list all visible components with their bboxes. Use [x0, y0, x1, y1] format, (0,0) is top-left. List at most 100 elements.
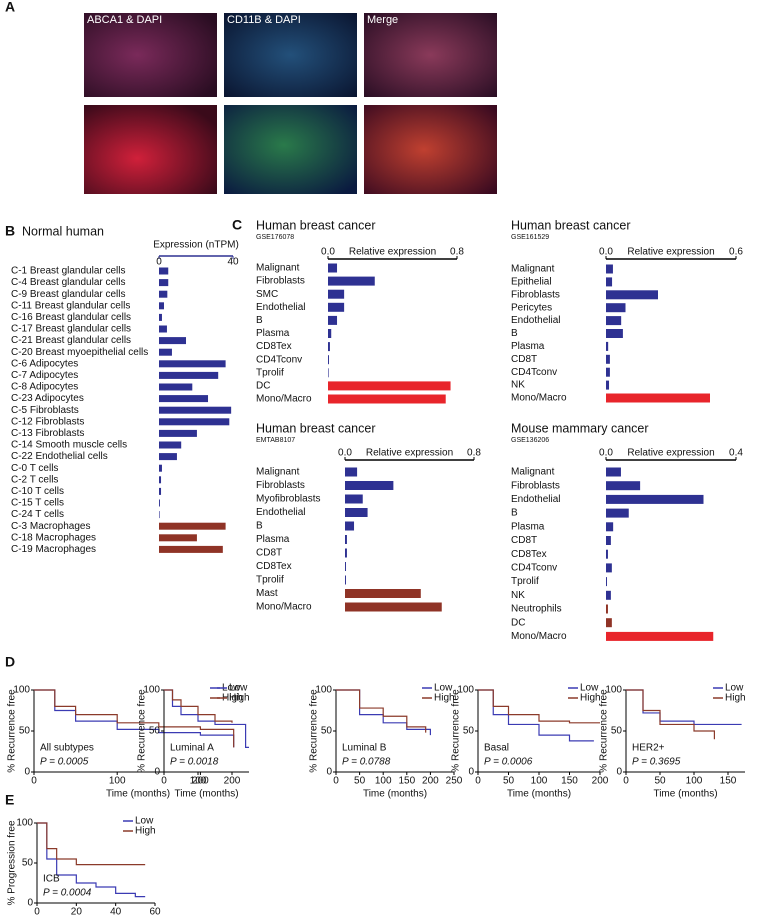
bar — [328, 289, 345, 299]
legend-label: Low — [222, 683, 241, 694]
category-label: B — [511, 508, 518, 519]
category-label: CD8T — [511, 354, 537, 365]
category-label: CD8Tex — [256, 341, 292, 352]
category-label: Myofibroblasts — [256, 494, 320, 505]
y-tick-label: 50 — [19, 726, 31, 737]
category-label: C-21 Breast glandular cells — [11, 335, 131, 346]
bar — [328, 394, 446, 404]
category-label: C-19 Macrophages — [11, 544, 96, 555]
bar — [328, 263, 338, 273]
subtype-label: All subtypes — [40, 743, 94, 754]
category-label: B — [511, 328, 518, 339]
panel-label: A — [5, 0, 15, 15]
bar — [159, 313, 162, 321]
y-tick-label: 50 — [611, 726, 623, 737]
y-axis-label: % Recurrence free — [7, 689, 18, 773]
bar — [606, 563, 612, 573]
x-tick-label: 0 — [475, 776, 481, 787]
x-tick-label: 200 — [224, 776, 241, 787]
bar — [606, 290, 658, 300]
x-tick-label: 250 — [446, 776, 463, 787]
bar — [159, 279, 169, 287]
bar — [159, 302, 164, 310]
x-tick-label: 0.0 — [321, 247, 335, 258]
category-label: C-16 Breast glandular cells — [11, 312, 131, 323]
y-tick-label: 100 — [457, 685, 474, 696]
bar — [159, 267, 169, 275]
x-tick-label: 0.8 — [450, 247, 464, 258]
bar — [345, 481, 394, 490]
bar — [159, 441, 182, 449]
bar — [606, 393, 710, 403]
chart-subtitle: GSE136206 — [511, 437, 549, 444]
p-value: P = 0.3695 — [632, 757, 681, 768]
bar — [159, 429, 197, 437]
bar — [345, 467, 358, 477]
bar — [159, 487, 162, 495]
bar — [159, 371, 219, 379]
bar — [606, 277, 613, 287]
x-tick-label: 0.0 — [338, 448, 352, 459]
y-tick-label: 0 — [326, 767, 332, 778]
legend-label: High — [434, 693, 455, 704]
category-label: B — [256, 521, 263, 532]
bar — [606, 577, 607, 587]
y-tick-label: 50 — [463, 726, 475, 737]
category-label: Mono/Macro — [256, 602, 312, 613]
y-tick-label: 0 — [154, 767, 160, 778]
category-label: DC — [511, 617, 525, 628]
y-tick-label: 0 — [24, 767, 30, 778]
category-label: Tprolif — [511, 576, 539, 587]
bar — [159, 476, 162, 484]
x-tick-label: 0 — [161, 776, 167, 787]
category-label: Fibroblasts — [511, 289, 560, 300]
y-tick-label: 100 — [315, 685, 332, 696]
category-label: Tprolif — [256, 367, 284, 378]
category-label: C-15 T cells — [11, 498, 64, 509]
subtype-label: Luminal A — [170, 743, 214, 754]
p-value: P = 0.0788 — [342, 757, 391, 768]
micrograph — [364, 13, 497, 97]
x-tick-label: 0.8 — [467, 448, 481, 459]
category-label: Fibroblasts — [256, 480, 305, 491]
category-label: CD4Tconv — [256, 354, 302, 365]
category-label: Endothelial — [511, 494, 560, 505]
axis-label: Relative expression — [627, 448, 714, 459]
bar — [606, 536, 611, 545]
legend-label: High — [725, 693, 746, 704]
y-tick-label: 50 — [22, 858, 34, 869]
y-tick-label: 100 — [143, 685, 160, 696]
bar — [606, 380, 610, 390]
category-label: C-14 Smooth muscle cells — [11, 440, 127, 451]
x-tick-label: 200 — [592, 776, 609, 787]
y-axis-label: % Recurrence free — [599, 689, 610, 773]
panel-label: C — [232, 217, 242, 233]
category-label: C-23 Adipocytes — [11, 393, 84, 404]
legend-label: High — [222, 693, 243, 704]
x-axis-label: Time (months) — [174, 789, 238, 800]
micrograph — [364, 105, 497, 194]
category-label: Fibroblasts — [256, 276, 305, 287]
survival-curve — [34, 689, 235, 748]
bar — [159, 383, 193, 391]
bar — [606, 604, 608, 614]
category-label: Mono/Macro — [511, 631, 567, 642]
category-label: C-2 T cells — [11, 474, 58, 485]
x-tick-label: 0.4 — [729, 448, 743, 459]
bar — [159, 406, 232, 414]
chart-subtitle: GSE161529 — [511, 234, 549, 241]
x-tick-label: 20 — [71, 907, 83, 916]
x-tick-label: 40 — [110, 907, 122, 916]
axis-label: Relative expression — [349, 247, 436, 258]
bar — [606, 303, 626, 313]
category-label: C-17 Breast glandular cells — [11, 324, 131, 335]
y-tick-label: 100 — [605, 685, 622, 696]
category-label: Epithelial — [511, 277, 552, 288]
chart-subtitle: GSE176078 — [256, 234, 294, 241]
y-tick-label: 0 — [27, 898, 33, 909]
x-axis-label: Time (months) — [363, 789, 427, 800]
category-label: C-11 Breast glandular cells — [11, 300, 130, 311]
bar — [345, 535, 347, 544]
category-label: CD4Tconv — [511, 563, 557, 574]
category-label: Malignant — [256, 263, 300, 274]
